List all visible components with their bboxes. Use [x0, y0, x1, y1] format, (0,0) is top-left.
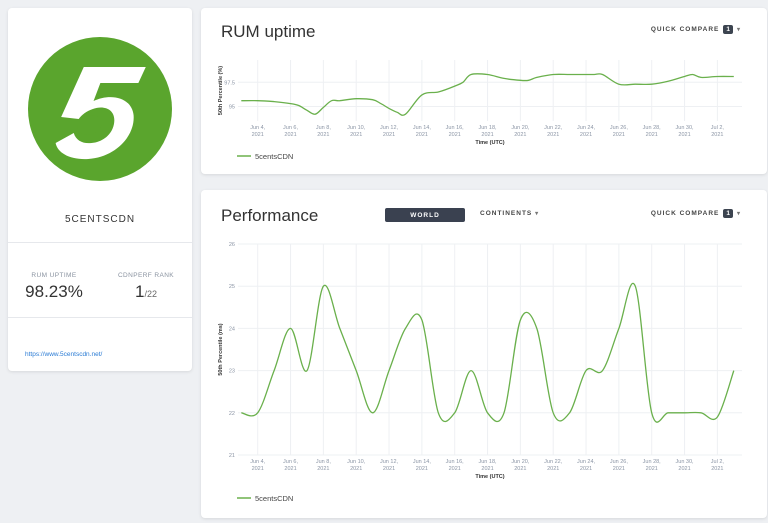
x-tick-label: Jun 28, 2021 [643, 459, 662, 472]
y-axis-title: 50th Percentile (%) [218, 66, 224, 115]
x-axis-title: Time (UTC) [475, 140, 504, 146]
continents-label: CONTINENTS [480, 210, 533, 217]
series-line [241, 282, 735, 423]
x-tick-label: Jun 22, 2021 [544, 125, 563, 138]
x-tick-label: Jun 6, 2021 [283, 125, 298, 138]
chevron-down-icon: ▾ [535, 211, 540, 217]
uptime-chart: Jun 4, 2021 Jun 6, 2021 Jun 8, 2021 Jun 10, 202… [218, 60, 742, 161]
performance-card: Performance WORLD CONTINENTS ▾ QUICK COM… [201, 190, 767, 518]
rum-uptime-label: RUM UPTIME [31, 272, 77, 279]
uptime-card: RUM uptime QUICK COMPARE 1 ▾ Jun 4, 2021 J… [201, 8, 767, 174]
x-tick-label: Jun 28, 2021 [643, 125, 662, 138]
x-axis-title: Time (UTC) [475, 474, 504, 480]
provider-card: 5CENTSCDN RUM UPTIME 98.23% CDNPERF RANK… [8, 8, 192, 371]
rank-value: 1/22 [100, 282, 192, 302]
x-tick-label: Jun 18, 2021 [479, 459, 498, 472]
x-tick-label: Jun 16, 2021 [446, 125, 465, 138]
x-tick-label: Jun 10, 2021 [347, 125, 366, 138]
y-tick-label: 26 [229, 242, 235, 248]
uptime-quick-compare[interactable]: QUICK COMPARE 1 ▾ [651, 25, 741, 34]
y-axis-title: 50th Percentile (ms) [218, 323, 224, 375]
x-tick-label: Jun 26, 2021 [610, 125, 629, 138]
divider [8, 242, 192, 243]
x-tick-label: Jun 12, 2021 [380, 459, 399, 472]
x-tick-label: Jun 18, 2021 [479, 125, 498, 138]
y-tick-label: 97.5 [224, 80, 235, 86]
quick-compare-count: 1 [723, 209, 733, 218]
x-tick-label: Jun 20, 2021 [511, 459, 530, 472]
x-tick-label: Jul 2, 2021 [711, 459, 725, 472]
y-tick-label: 25 [229, 284, 235, 290]
quick-compare-count: 1 [723, 25, 733, 34]
x-tick-label: Jun 24, 2021 [577, 459, 596, 472]
x-tick-label: Jun 14, 2021 [413, 459, 432, 472]
chevron-down-icon: ▾ [736, 211, 741, 217]
rank-number: 1 [135, 282, 145, 301]
rum-uptime-stat: RUM UPTIME 98.23% [8, 272, 100, 302]
uptime-title: RUM uptime [221, 22, 316, 41]
x-tick-label: Jun 30, 2021 [676, 125, 695, 138]
x-tick-label: Jun 24, 2021 [577, 125, 596, 138]
x-tick-label: Jun 6, 2021 [283, 459, 298, 472]
y-tick-label: 95 [229, 104, 235, 110]
quick-compare-label: QUICK COMPARE [650, 26, 720, 33]
performance-title: Performance [221, 206, 319, 225]
x-tick-label: Jun 26, 2021 [610, 459, 629, 472]
provider-logo [28, 37, 172, 181]
x-tick-label: Jun 14, 2021 [413, 125, 432, 138]
x-tick-label: Jun 30, 2021 [676, 459, 695, 472]
divider [8, 317, 192, 318]
y-tick-label: 22 [229, 411, 235, 417]
series-line [241, 73, 734, 116]
quick-compare-label: QUICK COMPARE [650, 210, 720, 217]
cdnperf-rank-stat: CDNPERF RANK 1/22 [100, 272, 192, 302]
x-tick-label: Jun 8, 2021 [316, 459, 331, 472]
provider-name: 5CENTSCDN [64, 214, 136, 225]
y-tick-label: 23 [229, 369, 235, 375]
provider-website-link[interactable]: https://www.5centscdn.net/ [25, 351, 103, 358]
x-tick-label: Jun 12, 2021 [380, 125, 399, 138]
legend-label[interactable]: 5centsCDN [255, 494, 293, 503]
world-tab[interactable]: WORLD [385, 208, 465, 222]
x-tick-label: Jun 10, 2021 [347, 459, 366, 472]
rank-label: CDNPERF RANK [117, 272, 175, 279]
chevron-down-icon: ▾ [736, 27, 741, 33]
legend-label[interactable]: 5centsCDN [255, 152, 293, 161]
continents-dropdown[interactable]: CONTINENTS ▾ [480, 210, 539, 217]
rank-total: /22 [144, 289, 157, 299]
y-tick-label: 24 [229, 326, 235, 332]
performance-quick-compare[interactable]: QUICK COMPARE 1 ▾ [651, 209, 741, 218]
x-tick-label: Jun 8, 2021 [316, 125, 331, 138]
x-tick-label: Jun 4, 2021 [250, 125, 265, 138]
x-tick-label: Jun 16, 2021 [446, 459, 465, 472]
performance-chart: Jun 4, 2021 Jun 6, 2021 Jun 8, 2021 Jun 10, 202… [218, 242, 742, 503]
x-tick-label: Jun 20, 2021 [511, 125, 530, 138]
x-tick-label: Jun 22, 2021 [544, 459, 563, 472]
x-tick-label: Jul 2, 2021 [711, 125, 725, 138]
rum-uptime-value: 98.23% [25, 282, 83, 301]
y-tick-label: 21 [229, 453, 235, 459]
x-tick-label: Jun 4, 2021 [250, 459, 265, 472]
